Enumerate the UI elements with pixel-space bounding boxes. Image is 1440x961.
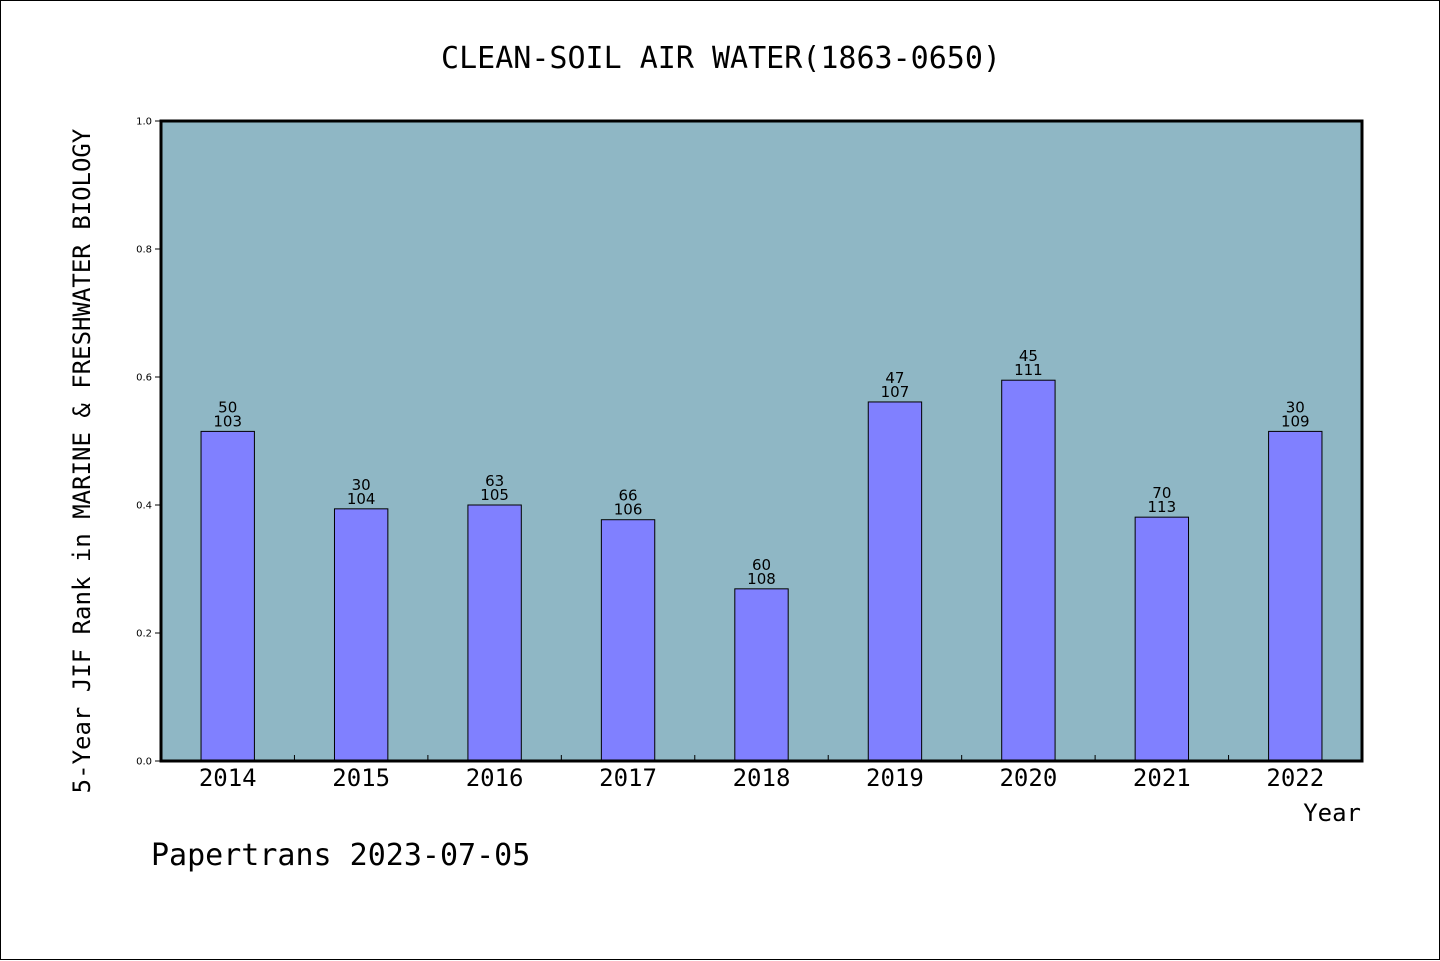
x-axis-label: Year: [1303, 799, 1361, 827]
y-tick-label: 1.0: [136, 117, 152, 128]
data-label-rank: 47: [885, 369, 904, 387]
y-tick-label: 0.4: [136, 501, 152, 512]
bar-2022: [1268, 430, 1323, 762]
data-label-total: 107: [881, 383, 910, 401]
x-tick-label: 2020: [999, 764, 1057, 792]
bar-2018: [734, 588, 789, 762]
data-label-total: 109: [1281, 412, 1310, 430]
data-label-total: 106: [614, 501, 643, 519]
data-label-rank: 70: [1152, 484, 1171, 502]
x-tick-label: 2017: [599, 764, 657, 792]
data-label-rank: 66: [619, 487, 638, 505]
data-label-rank: 30: [352, 476, 371, 494]
data-label-total: 105: [480, 486, 509, 504]
bar-2021: [1134, 516, 1190, 762]
bar-2015: [333, 508, 389, 762]
data-label-total: 104: [347, 490, 376, 508]
x-tick-label: 2016: [466, 764, 524, 792]
chart-title: CLEAN-SOIL AIR WATER(1863-0650): [441, 41, 1001, 76]
footer-credit: Papertrans 2023-07-05: [151, 838, 530, 873]
y-axis-label: 5-Year JIF Rank in MARINE & FRESHWATER B…: [68, 128, 96, 793]
data-label-total: 108: [747, 570, 776, 588]
data-label-total: 103: [213, 412, 242, 430]
y-tick-label: 0.8: [136, 245, 152, 256]
bar-2019: [867, 401, 923, 762]
x-axis: 2014 2015 2016 2017 2018 2019 2020 2021 2022: [199, 755, 1324, 792]
data-label-total: 111: [1014, 361, 1043, 379]
x-tick-label: 2018: [733, 764, 791, 792]
x-tick-label: 2015: [332, 764, 390, 792]
bars-group: [200, 379, 1323, 762]
bar-2020: [1001, 379, 1056, 762]
x-tick-label: 2021: [1133, 764, 1191, 792]
y-tick-label: 0.0: [136, 757, 152, 768]
x-tick-label: 2022: [1266, 764, 1324, 792]
x-tick-label: 2014: [199, 764, 257, 792]
bar-2016: [467, 504, 522, 762]
data-label-rank: 30: [1286, 398, 1305, 416]
data-label-rank: 63: [485, 472, 504, 490]
bar-2014: [200, 430, 255, 762]
y-axis: 0.0 0.2 0.4 0.6 0.8 1.0: [136, 117, 161, 768]
data-label-rank: 60: [752, 556, 771, 574]
bar-2017: [600, 519, 656, 762]
y-tick-label: 0.6: [136, 373, 152, 384]
data-label-rank: 45: [1019, 347, 1038, 365]
y-tick-label: 0.2: [136, 629, 152, 640]
plot-border: [159, 119, 1364, 763]
data-label-total: 113: [1148, 498, 1177, 516]
data-label-rank: 50: [218, 398, 237, 416]
x-tick-label: 2019: [866, 764, 924, 792]
